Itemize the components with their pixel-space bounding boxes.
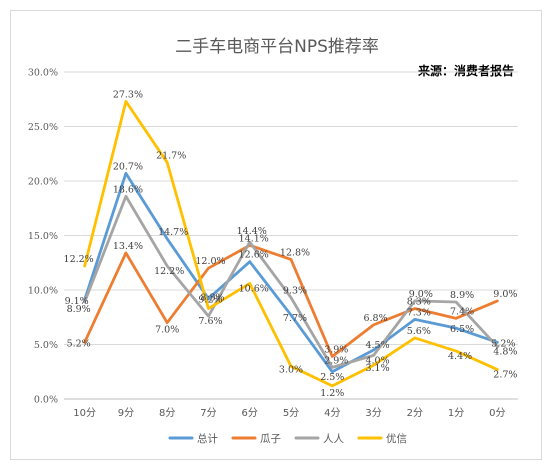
series-line-4 xyxy=(83,100,499,388)
x-tick-label: 5分 xyxy=(283,407,299,419)
x-tick-label: 9分 xyxy=(118,407,134,419)
legend-label: 瓜子 xyxy=(260,433,281,445)
data-label: 8.9% xyxy=(450,290,474,301)
data-label: 7.4% xyxy=(450,306,474,317)
data-label: 14.4% xyxy=(237,226,267,237)
data-label: 12.2% xyxy=(64,254,94,265)
y-tick-label: 5.0% xyxy=(34,340,58,351)
y-tick-label: 10.0% xyxy=(28,286,58,297)
data-label: 6.5% xyxy=(450,324,474,335)
data-label: 9.3% xyxy=(283,286,307,297)
data-label: 9.1% xyxy=(65,296,89,307)
data-label: 4.4% xyxy=(448,351,472,362)
data-label: 4.8% xyxy=(493,347,517,358)
data-label: 7.3% xyxy=(407,307,431,318)
data-label: 7.6% xyxy=(198,316,222,327)
x-tick-label: 7分 xyxy=(200,407,216,419)
data-label: 14.1% xyxy=(239,233,269,244)
data-label: 2.5% xyxy=(320,372,344,383)
data-label: 8.9% xyxy=(67,304,91,315)
data-label: 7.0% xyxy=(155,325,179,336)
y-tick-label: 20.0% xyxy=(28,177,58,188)
x-tick-label: 0分 xyxy=(489,407,505,419)
data-label: 1.2% xyxy=(320,388,344,399)
data-label: 20.7% xyxy=(113,161,143,172)
data-label: 21.7% xyxy=(156,150,186,161)
x-tick-label: 3分 xyxy=(365,407,381,419)
data-label: 4.0% xyxy=(365,355,389,366)
x-tick-label: 1分 xyxy=(448,407,464,419)
x-tick-label: 2分 xyxy=(407,407,423,419)
data-label: 5.2% xyxy=(491,338,515,349)
legend-label: 人人 xyxy=(323,433,344,445)
legend-label: 优信 xyxy=(386,432,407,445)
data-label: 12.0% xyxy=(195,256,225,267)
y-tick-label: 25.0% xyxy=(28,122,58,133)
data-label: 5.6% xyxy=(407,326,431,337)
y-tick-label: 15.0% xyxy=(28,231,58,242)
data-label: 12.2% xyxy=(154,266,184,277)
y-axis: 0.0% 5.0% 10.0% 15.0% 20.0% 25.0% 30.0% xyxy=(28,68,58,406)
data-label: 13.4% xyxy=(113,241,143,252)
data-label: 8.3% xyxy=(407,297,431,308)
series-line-2 xyxy=(83,243,499,358)
series-line-3 xyxy=(83,194,499,369)
y-tick-label: 0.0% xyxy=(34,395,58,406)
data-label: 8.3% xyxy=(200,293,224,304)
data-labels: 9.1% 20.7% 14.7% 9.2% 12.6% 7.7% 2.5% 4.5% 7.3% 6… xyxy=(64,89,518,398)
chart-title: 二手车电商平台NPS推荐率 xyxy=(175,37,379,57)
data-label: 4.5% xyxy=(365,340,389,351)
data-label: 9.0% xyxy=(409,289,433,300)
legend: 总计 瓜子 人人 优信 xyxy=(168,432,407,445)
data-label: 9.2% xyxy=(198,295,222,306)
gridlines xyxy=(64,71,518,400)
data-label: 12.6% xyxy=(239,250,269,261)
x-tick-label: 4分 xyxy=(324,407,340,419)
legend-label: 总计 xyxy=(197,432,218,445)
x-tick-label: 6分 xyxy=(242,407,258,419)
data-label: 14.7% xyxy=(158,227,188,238)
data-label: 18.6% xyxy=(113,184,143,195)
data-label: 10.6% xyxy=(239,283,269,294)
data-label: 6.8% xyxy=(363,313,387,324)
x-tick-label: 8分 xyxy=(159,407,175,419)
data-label: 3.9% xyxy=(324,344,348,355)
data-label: 27.3% xyxy=(113,89,143,100)
data-label: 7.7% xyxy=(283,313,307,324)
series-line-1 xyxy=(83,171,499,374)
x-tick-label: 10分 xyxy=(73,407,96,419)
data-label: 9.0% xyxy=(493,289,517,300)
data-label: 5.2% xyxy=(67,338,91,349)
data-label: 2.9% xyxy=(324,355,348,366)
data-label: 2.7% xyxy=(493,370,517,381)
chart-source-note: 来源：消费者报告 xyxy=(417,63,514,78)
data-label: 3.0% xyxy=(279,364,303,375)
series-lines xyxy=(83,100,499,388)
data-label: 3.1% xyxy=(365,363,389,374)
y-tick-label: 30.0% xyxy=(28,68,58,79)
x-axis: 10分 9分 8分 7分 6分 5分 4分 3分 2分 1分 0分 xyxy=(73,407,505,419)
data-label: 12.8% xyxy=(280,247,310,258)
